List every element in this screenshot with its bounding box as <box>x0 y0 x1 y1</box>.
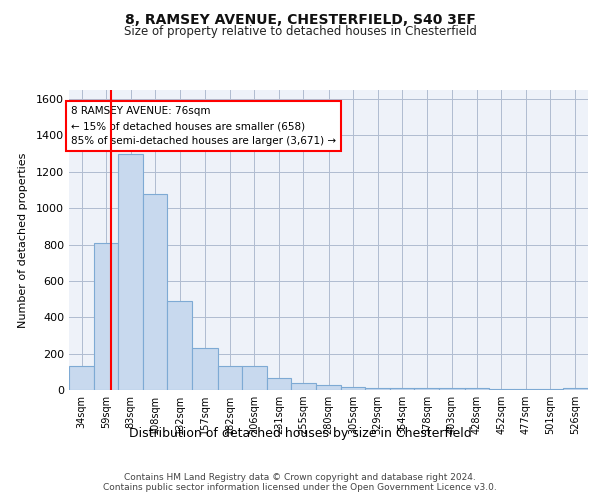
Bar <box>390 388 415 390</box>
Bar <box>365 388 390 390</box>
Bar <box>415 388 439 390</box>
Bar <box>563 388 588 390</box>
Bar <box>464 388 488 390</box>
Bar <box>69 366 94 390</box>
Bar <box>143 194 167 390</box>
Bar <box>316 386 341 390</box>
Bar <box>439 388 464 390</box>
Bar <box>242 366 267 390</box>
Text: Size of property relative to detached houses in Chesterfield: Size of property relative to detached ho… <box>124 25 476 38</box>
Y-axis label: Number of detached properties: Number of detached properties <box>17 152 28 328</box>
Bar <box>291 382 316 390</box>
Text: 8, RAMSEY AVENUE, CHESTERFIELD, S40 3EF: 8, RAMSEY AVENUE, CHESTERFIELD, S40 3EF <box>125 12 475 26</box>
Text: 8 RAMSEY AVENUE: 76sqm
← 15% of detached houses are smaller (658)
85% of semi-de: 8 RAMSEY AVENUE: 76sqm ← 15% of detached… <box>71 106 336 146</box>
Text: Contains public sector information licensed under the Open Government Licence v3: Contains public sector information licen… <box>103 484 497 492</box>
Bar <box>218 366 242 390</box>
Bar <box>118 154 143 390</box>
Bar <box>514 389 538 390</box>
Bar <box>193 348 218 390</box>
Bar <box>538 389 563 390</box>
Bar <box>167 301 193 390</box>
Bar <box>341 388 365 390</box>
Text: Contains HM Land Registry data © Crown copyright and database right 2024.: Contains HM Land Registry data © Crown c… <box>124 472 476 482</box>
Bar <box>267 378 291 390</box>
Text: Distribution of detached houses by size in Chesterfield: Distribution of detached houses by size … <box>128 428 472 440</box>
Bar <box>488 389 514 390</box>
Bar <box>94 242 118 390</box>
